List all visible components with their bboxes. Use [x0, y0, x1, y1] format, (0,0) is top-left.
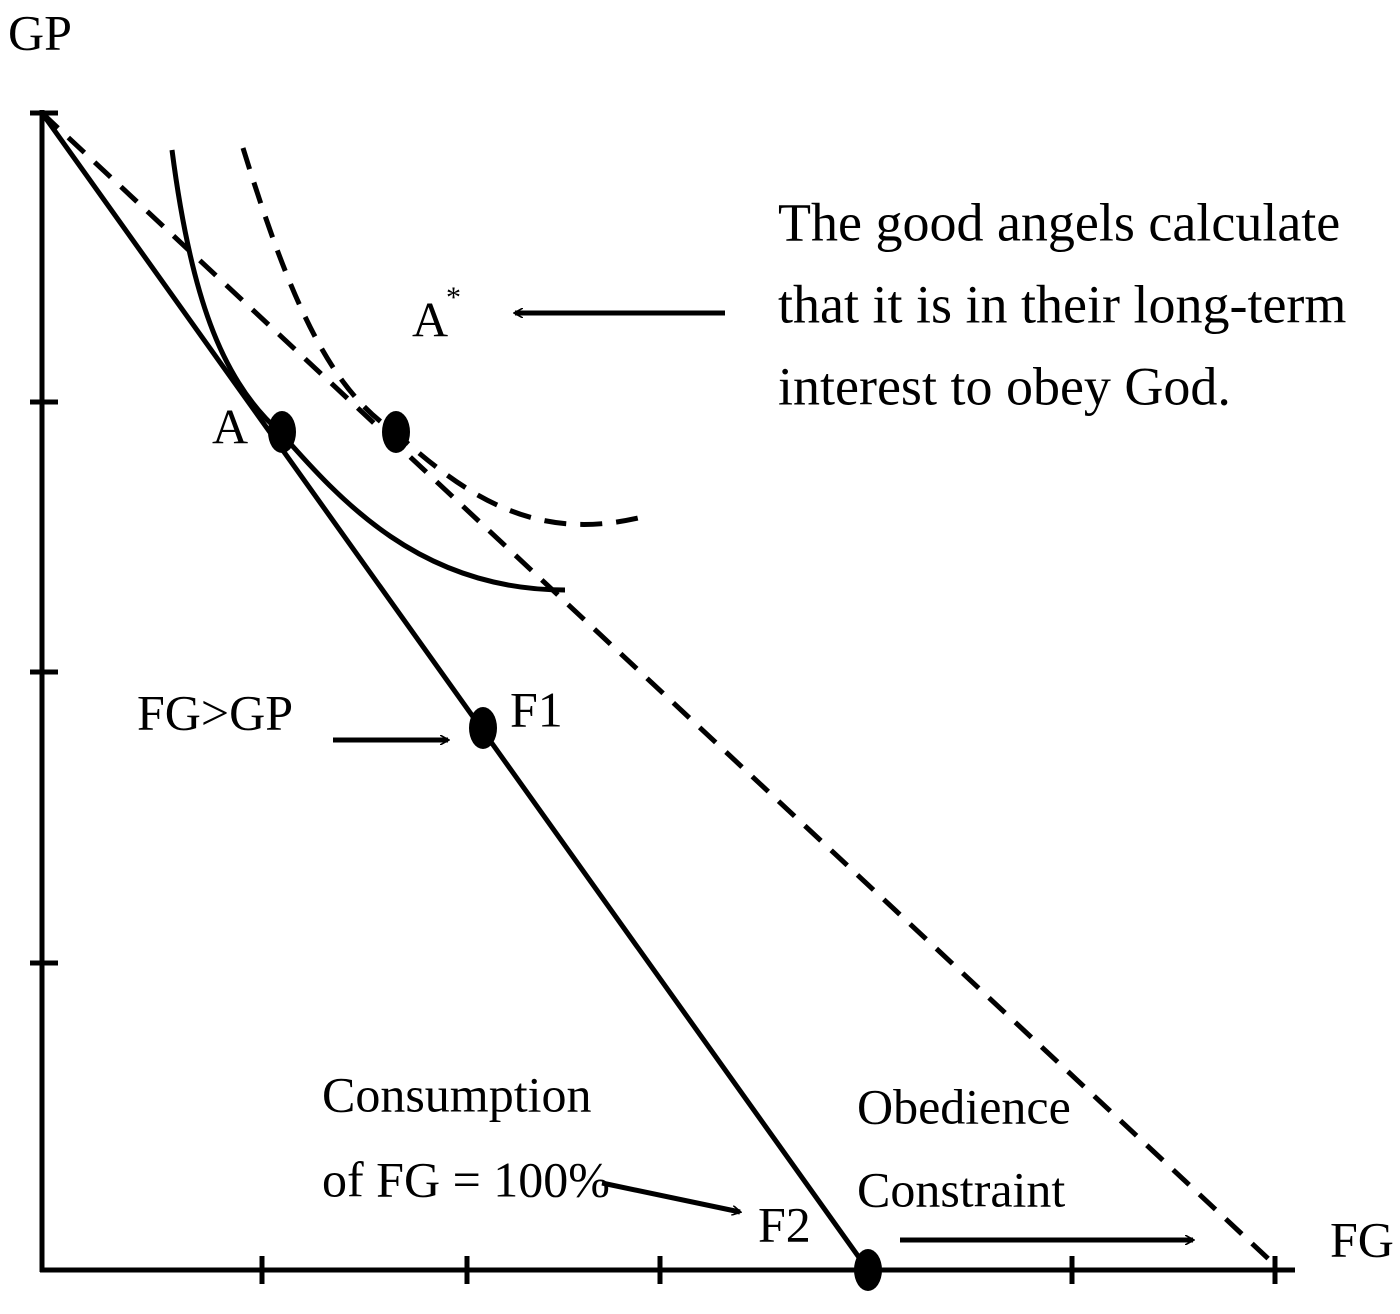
point: [469, 707, 497, 749]
point-label: A: [412, 291, 448, 347]
axes: GP FG: [8, 4, 1394, 1284]
annotation-line: Consumption: [322, 1066, 591, 1122]
annotation-line: Constraint: [857, 1161, 1065, 1217]
annotation: Obedience Constraint: [857, 1078, 1193, 1240]
annotation-line: interest to obey God.: [778, 356, 1231, 416]
point: [268, 411, 296, 453]
arrow: [601, 1180, 740, 1212]
annotation-line: Obedience: [857, 1078, 1071, 1134]
point-label: F2: [758, 1196, 811, 1252]
point-label: F1: [510, 681, 563, 737]
point-label-superscript: *: [446, 281, 461, 314]
point: [854, 1249, 882, 1291]
x-axis-label: FG: [1330, 1211, 1394, 1267]
indifference-curve: [169, 149, 566, 593]
obedience-line: [40, 111, 1277, 1267]
annotation-line: that it is in their long-term: [778, 274, 1346, 334]
annotation: Consumption of FG = 100%: [322, 1066, 740, 1212]
annotation-text: FG>GP: [137, 684, 293, 740]
annotation: The good angels calculate that it is in …: [515, 192, 1346, 416]
annotation-line: of FG = 100%: [322, 1151, 610, 1207]
point-label: A: [212, 398, 248, 454]
annotation: FG>GP: [137, 684, 448, 740]
point: [382, 411, 410, 453]
y-axis-label: GP: [8, 4, 72, 60]
ticks: [30, 110, 1278, 1284]
points: [268, 411, 882, 1291]
annotation-line: The good angels calculate: [778, 192, 1340, 252]
budget-line: [39, 111, 871, 1272]
